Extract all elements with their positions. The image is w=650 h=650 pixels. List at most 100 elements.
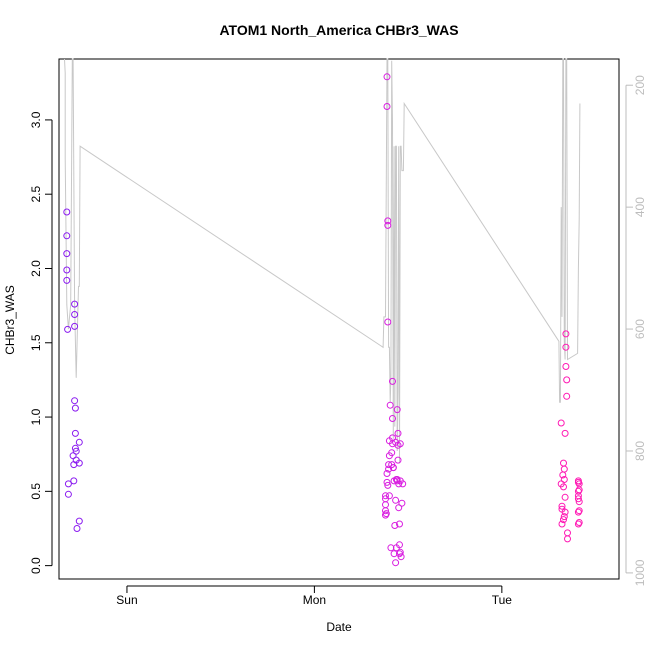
data-point <box>64 480 72 488</box>
plot-box <box>58 58 620 580</box>
data-point <box>384 221 392 229</box>
x-tick-label: Mon <box>303 593 326 607</box>
y-tick-label: 1.5 <box>29 334 43 351</box>
data-point <box>75 438 83 446</box>
data-point <box>382 507 389 515</box>
plot-frame <box>58 58 620 580</box>
data-point <box>397 553 405 561</box>
data-point <box>564 529 571 537</box>
data-point <box>75 459 83 467</box>
x-tick-label: Sun <box>116 593 137 607</box>
data-point <box>396 520 403 528</box>
data-point <box>562 330 570 338</box>
data-point <box>389 377 396 385</box>
data-point <box>71 429 79 437</box>
data-point <box>384 217 392 225</box>
data-point <box>575 480 583 488</box>
data-point <box>71 404 79 412</box>
y2-tick-label: 400 <box>633 197 647 217</box>
data-point <box>394 429 402 437</box>
data-point <box>73 525 81 532</box>
x-axis: Sun Mon Tue <box>116 585 512 607</box>
pressure-line <box>64 58 581 464</box>
y-tick-label: 0.0 <box>29 557 43 574</box>
data-point <box>70 477 78 485</box>
data-point <box>63 232 71 240</box>
data-point <box>75 517 83 525</box>
data-point <box>562 343 570 351</box>
data-point <box>399 480 407 488</box>
data-point <box>396 440 404 448</box>
points-layer <box>63 73 583 567</box>
data-point <box>392 544 400 552</box>
data-point <box>564 535 571 543</box>
data-point <box>391 522 399 529</box>
data-point <box>558 520 566 528</box>
data-point <box>392 496 400 504</box>
data-point <box>561 429 569 437</box>
y2-tick-label: 600 <box>633 319 647 339</box>
pressure-line-layer <box>64 58 581 464</box>
data-point <box>560 459 567 467</box>
data-point <box>389 464 397 472</box>
data-point <box>72 447 80 455</box>
data-point <box>390 550 398 558</box>
chart-title: ATOM1 North_America CHBr3_WAS <box>219 22 458 38</box>
data-point <box>563 392 571 400</box>
y2-tick-label: 200 <box>633 75 647 95</box>
y-axis-label: CHBr3_WAS <box>3 285 17 355</box>
data-point <box>384 481 392 489</box>
data-point <box>383 73 391 81</box>
y-tick-label: 3.0 <box>29 111 43 128</box>
data-point <box>394 456 402 464</box>
y-tick-label: 0.5 <box>29 483 43 500</box>
data-point <box>560 465 568 473</box>
data-point <box>64 325 72 333</box>
data-point <box>386 401 394 409</box>
y2-axis: 200 400 600 800 1000 <box>625 75 647 586</box>
data-point <box>562 363 570 370</box>
data-point <box>384 318 392 326</box>
data-point <box>382 492 389 500</box>
y-tick-label: 2.0 <box>29 260 43 277</box>
data-point <box>575 507 583 515</box>
data-point <box>393 476 401 483</box>
data-point <box>393 406 401 414</box>
data-point <box>388 449 396 457</box>
data-point <box>71 444 79 452</box>
data-point <box>575 498 583 506</box>
data-point <box>63 208 71 216</box>
data-point <box>574 487 582 495</box>
data-point <box>561 493 569 501</box>
data-point <box>383 470 391 477</box>
y-axis: 0.0 0.5 1.0 1.5 2.0 2.5 3.0 <box>29 111 53 574</box>
data-point <box>71 397 79 405</box>
y2-tick-label: 1000 <box>633 559 647 586</box>
y-tick-label: 2.5 <box>29 186 43 203</box>
data-point <box>383 103 391 110</box>
data-point <box>560 516 567 524</box>
data-point <box>385 492 393 500</box>
data-point <box>382 510 390 518</box>
x-axis-label: Date <box>326 620 352 634</box>
data-point <box>557 419 565 427</box>
data-point <box>574 520 582 528</box>
data-point <box>563 376 571 384</box>
data-point <box>64 490 72 498</box>
data-point <box>395 504 403 512</box>
data-point <box>560 483 567 491</box>
y-tick-label: 1.0 <box>29 408 43 425</box>
data-point <box>398 499 406 507</box>
data-point <box>560 513 568 521</box>
data-point <box>71 311 79 318</box>
data-point <box>561 508 569 516</box>
data-point <box>558 502 566 510</box>
data-point <box>63 276 71 284</box>
data-point <box>382 501 389 509</box>
data-point <box>392 559 400 567</box>
data-point <box>71 300 79 308</box>
data-point <box>383 478 391 486</box>
y2-tick-label: 800 <box>633 441 647 461</box>
data-point <box>560 476 568 483</box>
